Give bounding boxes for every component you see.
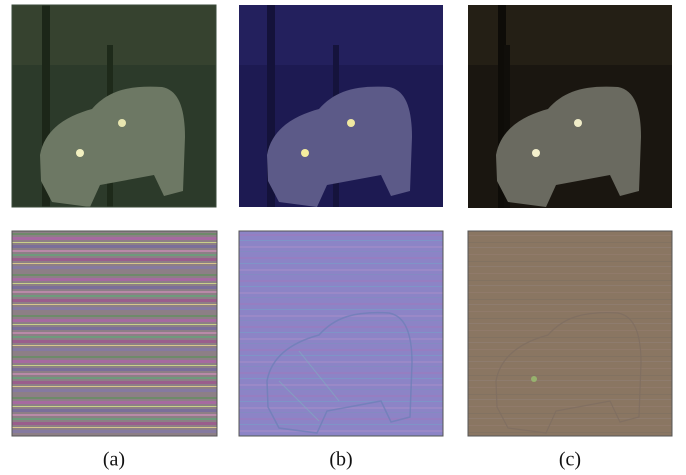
- image-b-top: [239, 5, 443, 207]
- panel-label: (b): [329, 449, 352, 471]
- image-a-top: [12, 5, 216, 207]
- image-b-bottom: [239, 231, 443, 436]
- panel-label: (c): [559, 449, 581, 471]
- image-c-bottom: [468, 231, 672, 436]
- image-c-top: [468, 5, 672, 208]
- panel-label: (a): [103, 449, 125, 471]
- image-a-bottom: [12, 231, 217, 436]
- page: {"figure": {"panels": [{"label": "(a)"},…: [0, 0, 686, 475]
- figure: (a) (b) (c): [0, 0, 686, 475]
